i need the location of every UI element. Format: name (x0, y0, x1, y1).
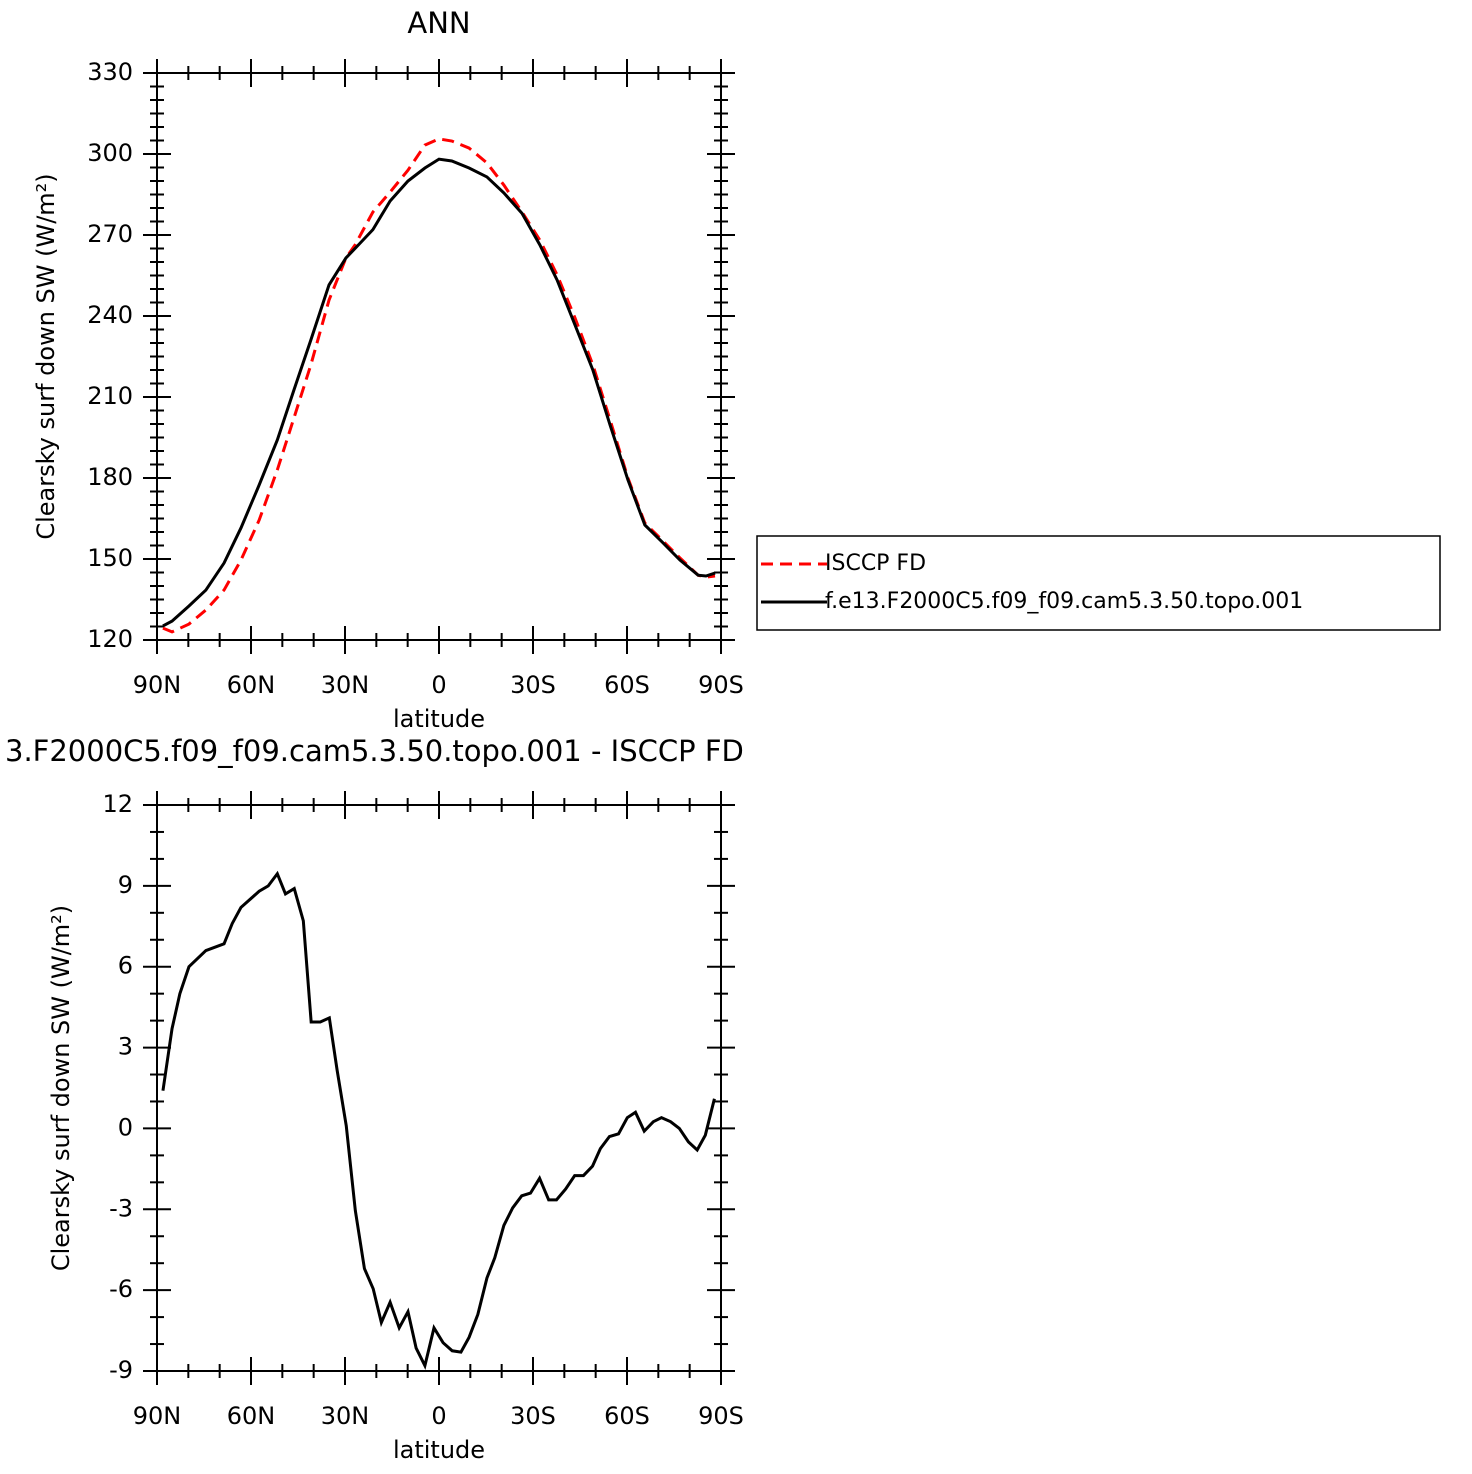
x-tick-label: 60S (604, 1402, 650, 1430)
x-tick-label: 60N (227, 671, 276, 699)
y-tick-label: 330 (87, 58, 133, 86)
x-tick-label: 30S (510, 1402, 556, 1430)
data-line (161, 870, 716, 1370)
y-tick-label: -3 (109, 1194, 133, 1222)
y-tick-label: -6 (109, 1275, 133, 1303)
x-tick-label: 30N (321, 671, 370, 699)
y-tick-label: 150 (87, 544, 133, 572)
y-tick-label: 240 (87, 301, 133, 329)
y-tick-label: 0 (118, 1113, 133, 1141)
legend-label: ISCCP FD (825, 551, 926, 576)
legend-box (756, 535, 1441, 631)
y-axis-label: Clearsky surf down SW (W/m²) (47, 905, 75, 1271)
y-tick-label: 120 (87, 625, 133, 653)
x-tick-label: 30S (510, 671, 556, 699)
x-tick-label: 30N (321, 1402, 370, 1430)
x-tick-label: 60N (227, 1402, 276, 1430)
plot-frame (156, 804, 722, 1372)
x-axis-label: latitude (393, 1436, 485, 1464)
y-tick-label: 210 (87, 382, 133, 410)
x-tick-label: 0 (431, 1402, 446, 1430)
x-tick-label: 90N (133, 1402, 182, 1430)
y-tick-label: 6 (118, 952, 133, 980)
data-line (162, 137, 716, 634)
data-line (162, 157, 716, 628)
x-axis-label: latitude (393, 705, 485, 733)
x-tick-label: 90N (133, 671, 182, 699)
y-tick-label: 9 (118, 871, 133, 899)
chart-title: ANN (407, 6, 470, 40)
x-tick-label: 60S (604, 671, 650, 699)
y-tick-label: 300 (87, 139, 133, 167)
x-tick-label: 90S (698, 1402, 744, 1430)
y-tick-label: -9 (109, 1356, 133, 1384)
legend-label: f.e13.F2000C5.f09_f09.cam5.3.50.topo.001 (825, 589, 1303, 614)
y-tick-label: 12 (102, 790, 133, 818)
y-tick-label: 3 (118, 1033, 133, 1061)
x-tick-label: 0 (431, 671, 446, 699)
x-tick-label: 90S (698, 671, 744, 699)
y-tick-label: 270 (87, 220, 133, 248)
y-tick-label: 180 (87, 463, 133, 491)
y-axis-label: Clearsky surf down SW (W/m²) (32, 173, 60, 539)
chart-title: 3.F2000C5.f09_f09.cam5.3.50.topo.001 - I… (5, 734, 744, 768)
